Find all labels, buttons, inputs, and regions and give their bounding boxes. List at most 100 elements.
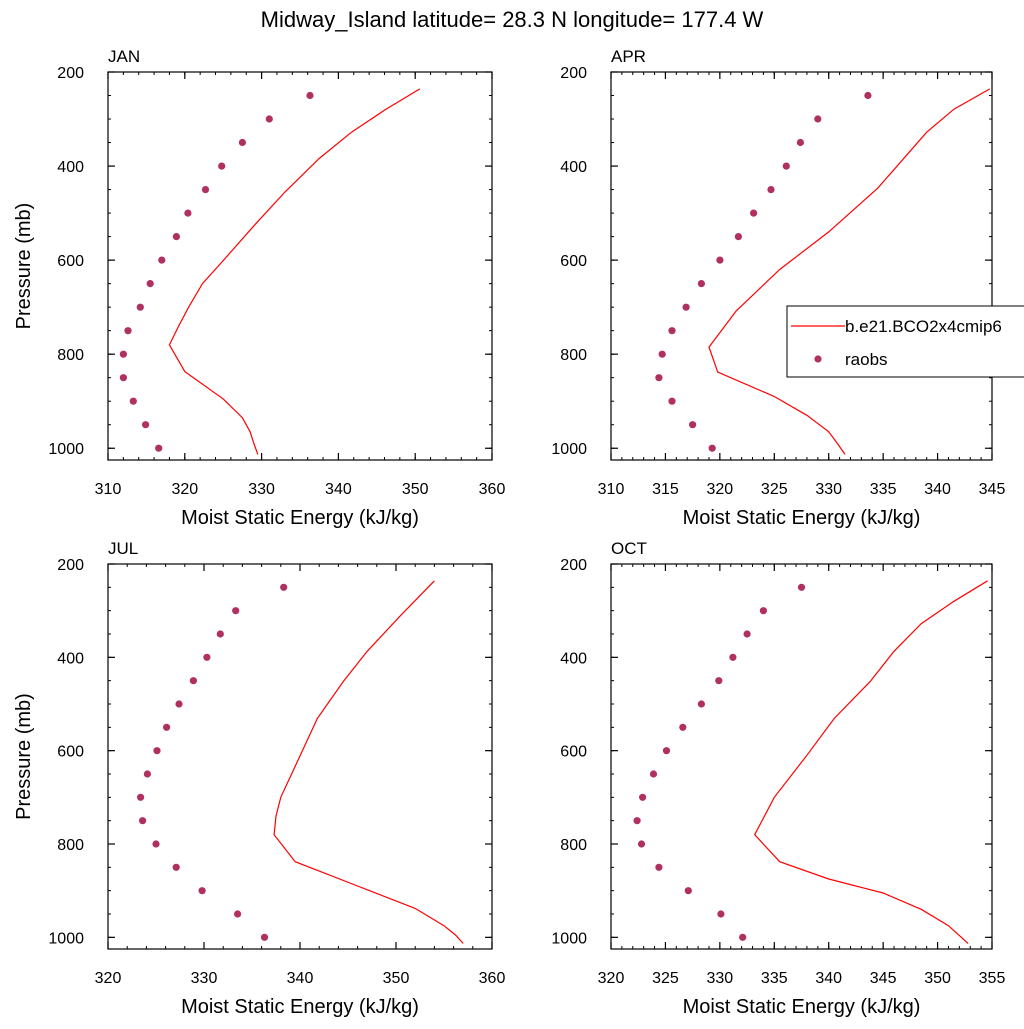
raobs-point bbox=[797, 583, 806, 591]
raobs-point bbox=[137, 793, 145, 801]
y-tick-label: 800 bbox=[57, 837, 84, 854]
raobs-point bbox=[759, 607, 768, 615]
panel-apr: APR 310 315 320 325 330 335 340 345 200 400 600 800 1… bbox=[551, 47, 1005, 529]
panel-oct: OCT 320 325 330 335 340 345 350 355 200 400 600 800 1… bbox=[551, 539, 1005, 1018]
raobs-point bbox=[146, 280, 154, 288]
x-tick-label: 325 bbox=[652, 970, 679, 987]
x-tick-label: 335 bbox=[870, 481, 897, 498]
raobs-point bbox=[158, 256, 166, 264]
raobs-point bbox=[175, 700, 183, 708]
raobs-point bbox=[163, 723, 171, 731]
raobs-point bbox=[716, 256, 724, 264]
y-axis-label-jul: Pressure (mb) bbox=[13, 693, 35, 820]
x-tick-label: 345 bbox=[870, 970, 897, 987]
x-tick-label: 330 bbox=[191, 970, 218, 987]
y-tick-label: 200 bbox=[560, 65, 587, 82]
raobs-point bbox=[708, 444, 716, 452]
panel-title-jan: JAN bbox=[108, 47, 140, 66]
x-tick-label: 350 bbox=[383, 970, 410, 987]
raobs-point bbox=[729, 653, 737, 661]
y-tick-label: 600 bbox=[560, 253, 587, 270]
x-tick-label: 350 bbox=[402, 481, 429, 498]
x-tick-label: 320 bbox=[598, 970, 625, 987]
plot-frame-apr bbox=[610, 71, 993, 461]
raobs-point bbox=[864, 91, 872, 100]
model-line-jul bbox=[273, 580, 464, 944]
y-tick-label: 400 bbox=[57, 159, 84, 176]
raobs-point bbox=[796, 138, 805, 147]
x-axis-label-apr: Moist Static Energy (kJ/kg) bbox=[683, 507, 921, 529]
raobs-point bbox=[717, 910, 725, 918]
y-tick-label: 400 bbox=[560, 650, 587, 667]
x-tick-label: 320 bbox=[95, 970, 122, 987]
raobs-point bbox=[689, 421, 697, 429]
x-tick-label: 310 bbox=[598, 481, 625, 498]
raobs-point bbox=[155, 444, 163, 452]
raobs-point bbox=[216, 630, 224, 638]
y-tick-label: 400 bbox=[560, 159, 587, 176]
raobs-point bbox=[129, 397, 137, 405]
x-tick-label: 325 bbox=[761, 481, 788, 498]
raobs-point bbox=[153, 747, 161, 755]
y-tick-label: 800 bbox=[57, 347, 84, 364]
x-tick-label: 330 bbox=[707, 970, 734, 987]
x-tick-label: 330 bbox=[815, 481, 842, 498]
legend: b.e21.BCO2x4cmip6 raobs bbox=[786, 305, 1024, 378]
y-tick-label: 400 bbox=[57, 650, 84, 667]
panel-title-oct: OCT bbox=[611, 539, 647, 558]
y-tick-label: 600 bbox=[560, 744, 587, 761]
raobs-point bbox=[265, 115, 273, 123]
raobs-point bbox=[715, 677, 723, 685]
raobs-point bbox=[697, 700, 706, 708]
raobs-point bbox=[136, 303, 144, 311]
raobs-point bbox=[189, 677, 197, 685]
x-tick-label: 340 bbox=[325, 481, 352, 498]
x-tick-label: 315 bbox=[652, 481, 679, 498]
raobs-point bbox=[655, 863, 663, 871]
raobs-point bbox=[139, 817, 147, 825]
x-tick-label: 340 bbox=[815, 970, 842, 987]
raobs-point bbox=[306, 91, 314, 100]
raobs-point bbox=[649, 770, 658, 778]
raobs-point bbox=[238, 138, 246, 147]
x-tick-label: 345 bbox=[979, 481, 1006, 498]
y-tick-label: 800 bbox=[560, 347, 587, 364]
raobs-point bbox=[684, 887, 692, 895]
y-tick-label: 200 bbox=[57, 557, 84, 574]
model-line-jan bbox=[168, 88, 421, 455]
raobs-point bbox=[697, 280, 706, 288]
x-axis-label-jul: Moist Static Energy (kJ/kg) bbox=[181, 996, 419, 1018]
raobs-point bbox=[203, 653, 211, 661]
figure-title: Midway_Island latitude= 28.3 N longitude… bbox=[261, 7, 764, 32]
raobs-point bbox=[119, 374, 127, 382]
raobs-point bbox=[184, 209, 192, 217]
raobs-point bbox=[637, 840, 646, 848]
raobs-point bbox=[172, 863, 180, 871]
raobs-point bbox=[260, 933, 269, 941]
x-tick-label: 360 bbox=[479, 481, 506, 498]
plot-frame-jan bbox=[107, 71, 493, 461]
raobs-point bbox=[668, 397, 676, 405]
panels-group: JAN 310 320 330 340 350 360 200 400 600 800 1000 Moi… bbox=[13, 47, 1005, 1018]
raobs-point bbox=[782, 162, 790, 170]
x-tick-label: 350 bbox=[924, 970, 951, 987]
y-tick-label: 200 bbox=[57, 65, 84, 82]
panel-jul: JUL 320 330 340 350 360 200 400 600 800 1000 Moist … bbox=[13, 539, 505, 1018]
raobs-point bbox=[658, 350, 666, 358]
raobs-point bbox=[814, 115, 822, 123]
raobs-point bbox=[280, 583, 288, 591]
model-line-oct bbox=[753, 580, 988, 944]
raobs-point bbox=[734, 233, 743, 241]
y-tick-label: 800 bbox=[560, 837, 587, 854]
raobs-point bbox=[743, 630, 751, 638]
x-tick-label: 320 bbox=[707, 481, 734, 498]
y-axis-label-jan: Pressure (mb) bbox=[13, 203, 35, 330]
raobs-point bbox=[655, 374, 663, 382]
raobs-point bbox=[662, 747, 671, 755]
raobs-point bbox=[668, 327, 676, 335]
y-tick-label: 1000 bbox=[551, 930, 587, 947]
panel-title-apr: APR bbox=[611, 47, 646, 66]
x-tick-label: 320 bbox=[171, 481, 198, 498]
raobs-point bbox=[124, 327, 132, 335]
